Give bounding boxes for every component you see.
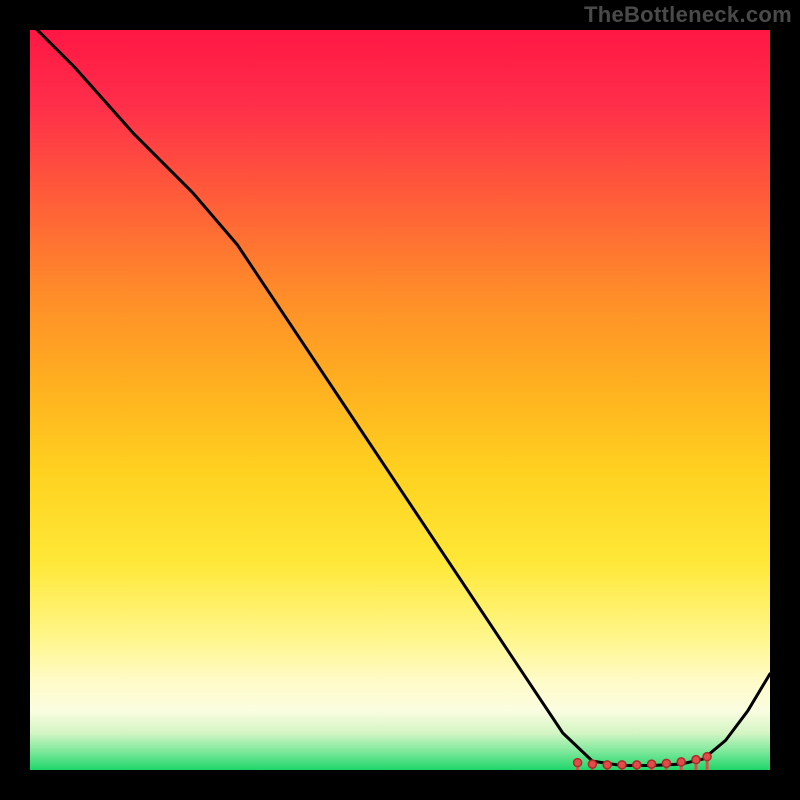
watermark-text: TheBottleneck.com — [584, 2, 792, 28]
marker-cap — [603, 761, 611, 769]
marker-cap — [648, 760, 656, 768]
bottleneck-chart — [30, 30, 770, 770]
marker-cap — [633, 761, 641, 769]
chart-container — [30, 30, 770, 770]
marker-cap — [662, 759, 670, 767]
marker-cap — [703, 753, 711, 761]
marker-cap — [692, 756, 700, 764]
marker-cap — [677, 758, 685, 766]
marker-cap — [574, 759, 582, 767]
marker-cap — [618, 761, 626, 769]
marker-cap — [588, 760, 596, 768]
